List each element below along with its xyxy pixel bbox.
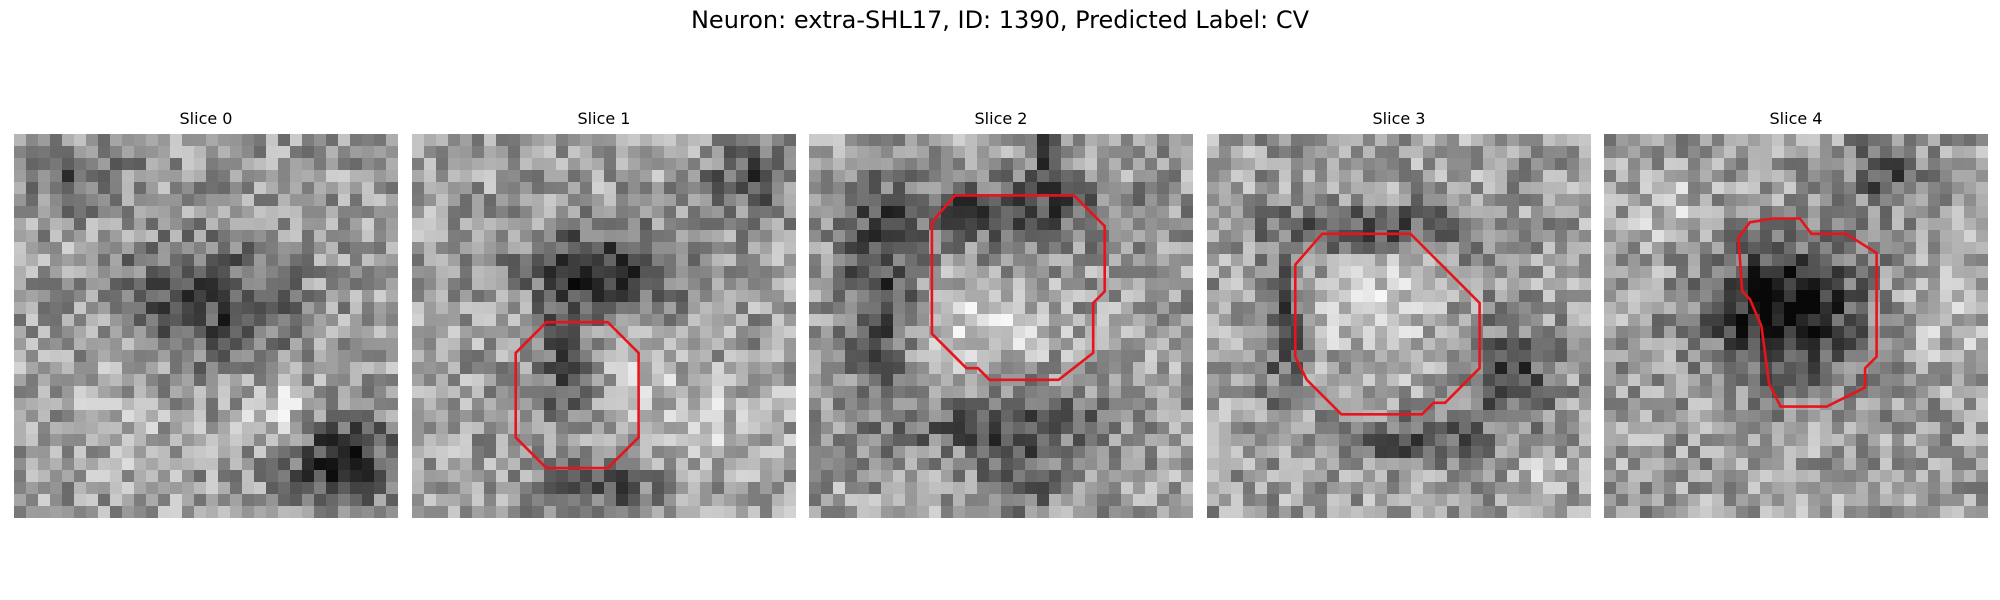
slice-panel-4: Slice 4 [1604, 108, 1988, 518]
slice-title-0: Slice 0 [179, 109, 233, 128]
pixel-grid [1207, 134, 1591, 518]
pixel-grid [412, 134, 796, 518]
segmentation-contour [1294, 232, 1481, 416]
slice-title-4: Slice 4 [1769, 109, 1823, 128]
slice-panel-2: Slice 2 [809, 108, 1193, 518]
slice-title-2: Slice 2 [974, 109, 1028, 128]
slice-panel-1: Slice 1 [412, 108, 796, 518]
pixel-grid [1604, 134, 1988, 518]
slice-image-2 [809, 134, 1193, 518]
slice-panel-0: Slice 0 [14, 108, 398, 518]
pixel-grid [809, 134, 1193, 518]
slice-image-0 [14, 134, 398, 518]
pixel-grid [14, 134, 398, 518]
segmentation-contour [514, 320, 640, 470]
segmentation-contour [930, 194, 1107, 382]
slice-title-1: Slice 1 [577, 109, 631, 128]
figure-title: Neuron: extra-SHL17, ID: 1390, Predicted… [690, 6, 1310, 34]
segmentation-contour [1737, 217, 1878, 408]
slice-image-3 [1207, 134, 1591, 518]
slice-panel-3: Slice 3 [1207, 108, 1591, 518]
slice-image-4 [1604, 134, 1988, 518]
slice-title-3: Slice 3 [1372, 109, 1426, 128]
slice-image-1 [412, 134, 796, 518]
